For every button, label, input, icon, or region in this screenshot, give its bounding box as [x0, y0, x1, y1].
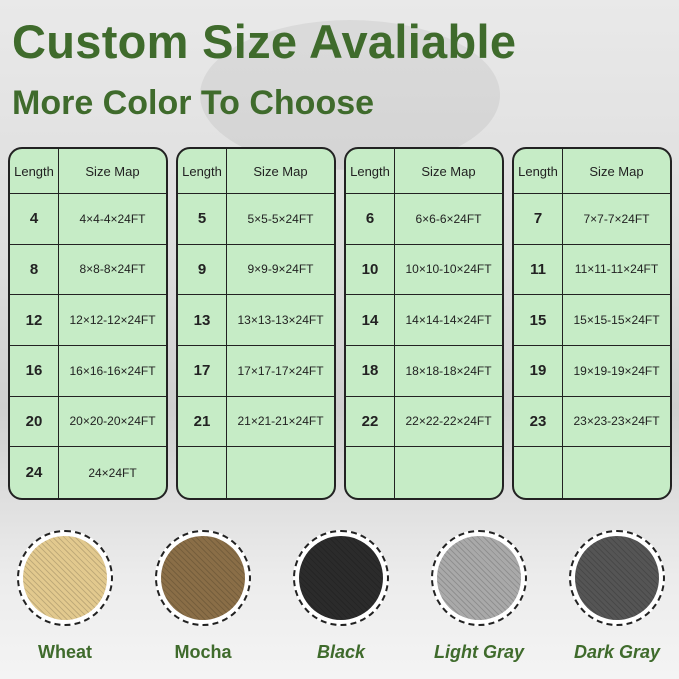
size-cell: 6×6-6×24FT	[395, 194, 502, 245]
fabric-texture	[437, 536, 521, 620]
size-cell	[227, 447, 334, 498]
size-table: Length Size Map 5 5×5-5×24FT 9 9×9-9×24FT 13 13…	[176, 147, 336, 500]
header-size-map: Size Map	[59, 149, 166, 194]
size-cell: 23×23-23×24FT	[563, 397, 670, 448]
size-cell: 11×11-11×24FT	[563, 245, 670, 296]
color-swatch-light-gray	[431, 530, 527, 626]
size-cell: 9×9-9×24FT	[227, 245, 334, 296]
header-length: Length	[514, 149, 563, 194]
page-subtitle: More Color To Choose	[12, 84, 375, 122]
size-table: Length Size Map 4 4×4-4×24FT 8 8×8-8×24FT 12 12…	[8, 147, 168, 500]
size-cell: 8×8-8×24FT	[59, 245, 166, 296]
size-cell: 19×19-19×24FT	[563, 346, 670, 397]
color-label: Black	[316, 642, 366, 662]
header-length: Length	[346, 149, 395, 194]
size-cell: 14×14-14×24FT	[395, 295, 502, 346]
length-cell: 16	[10, 346, 59, 397]
size-cell: 10×10-10×24FT	[395, 245, 502, 296]
color-swatch-black	[293, 530, 389, 626]
size-cell: 13×13-13×24FT	[227, 295, 334, 346]
color-swatch-dark-gray	[569, 530, 665, 626]
length-cell: 8	[10, 244, 59, 296]
length-cell: 23	[514, 396, 563, 448]
length-cell: 10	[346, 244, 395, 296]
size-table: Length Size Map 7 7×7-7×24FT 11 11×11-11×24FT…	[512, 147, 672, 500]
header-size-map: Size Map	[563, 149, 670, 194]
length-cell: 18	[346, 346, 395, 397]
color-label: Mocha	[174, 642, 232, 662]
header-length: Length	[178, 149, 227, 194]
length-cell: 7	[514, 194, 563, 245]
fabric-texture	[161, 536, 245, 620]
length-cell: 24	[10, 447, 59, 498]
length-cell	[178, 447, 227, 498]
length-cell: 21	[178, 396, 227, 448]
length-cell	[514, 447, 563, 498]
size-cell	[395, 447, 502, 498]
header-size-map: Size Map	[395, 149, 502, 194]
length-cell: 19	[514, 346, 563, 397]
length-cell: 6	[346, 194, 395, 245]
header-length: Length	[10, 149, 59, 194]
size-cell: 21×21-21×24FT	[227, 397, 334, 448]
length-cell: 14	[346, 295, 395, 346]
size-cell: 24×24FT	[88, 465, 137, 480]
fabric-texture	[23, 536, 107, 620]
fabric-texture	[575, 536, 659, 620]
length-cell: 22	[346, 396, 395, 448]
size-cell: 12×12-12×24FT	[59, 295, 166, 346]
length-cell: 4	[10, 194, 59, 245]
size-cell	[563, 447, 670, 498]
size-cell: 15×15-15×24FT	[563, 295, 670, 346]
size-cell: 16×16-16×24FT	[59, 346, 166, 397]
size-table: Length Size Map 6 6×6-6×24FT 10 10×10-10×24FT…	[344, 147, 504, 500]
background-decoration	[200, 20, 500, 170]
page-title: Custom Size Avaliable	[12, 15, 517, 68]
color-label: Dark Gray	[573, 642, 661, 662]
length-cell: 5	[178, 194, 227, 245]
length-cell: 15	[514, 295, 563, 346]
fabric-texture	[299, 536, 383, 620]
size-cell: 18×18-18×24FT	[395, 346, 502, 397]
length-cell: 20	[10, 396, 59, 448]
size-cell: 4×4-4×24FT	[59, 194, 166, 245]
color-swatch-wheat	[17, 530, 113, 626]
length-cell: 13	[178, 295, 227, 346]
size-cell: 17×17-17×24FT	[227, 346, 334, 397]
size-cell: 7×7-7×24FT	[563, 194, 670, 245]
size-cell: 22×22-22×24FT	[395, 397, 502, 448]
length-cell	[346, 447, 395, 498]
size-cell: 5×5-5×24FT	[227, 194, 334, 245]
length-cell: 9	[178, 244, 227, 296]
header-size-map: Size Map	[227, 149, 334, 194]
color-swatch-mocha	[155, 530, 251, 626]
length-cell: 17	[178, 346, 227, 397]
length-cell: 12	[10, 295, 59, 346]
length-cell: 11	[514, 244, 563, 296]
color-label: Wheat	[38, 642, 92, 662]
size-cell: 20×20-20×24FT	[59, 397, 166, 448]
color-label: Light Gray	[433, 642, 524, 662]
